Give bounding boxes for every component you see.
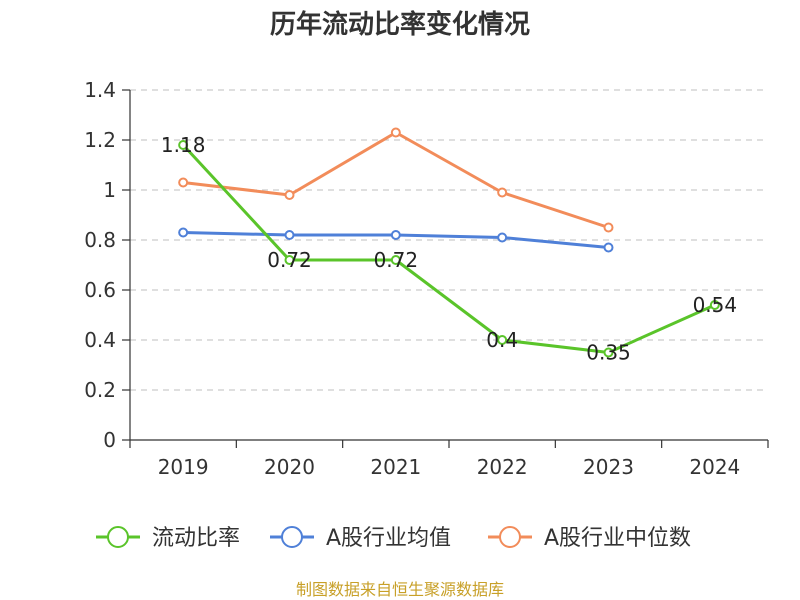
legend[interactable]: 流动比率 A股行业均值 A股行业中位数 xyxy=(96,526,691,551)
data-label: 0.72 xyxy=(374,248,419,272)
data-point xyxy=(390,127,401,138)
legend-marker-icon xyxy=(281,526,303,548)
y-tick-label: 0.4 xyxy=(84,328,116,352)
x-tick-label: 2024 xyxy=(689,455,740,479)
y-tick-label: 0.2 xyxy=(84,378,116,402)
data-label: 0.4 xyxy=(486,328,518,352)
data-point xyxy=(390,230,401,240)
data-point xyxy=(178,227,189,238)
data-point xyxy=(178,177,189,188)
legend-item-0[interactable]: 流动比率 xyxy=(96,526,240,551)
x-tick-label: 2021 xyxy=(370,455,421,479)
data-point xyxy=(603,222,614,233)
legend-label: 流动比率 xyxy=(152,526,240,551)
data-point xyxy=(284,190,295,200)
series-2 xyxy=(178,127,614,233)
x-tick-label: 2020 xyxy=(264,455,315,479)
x-tick-label: 2022 xyxy=(477,455,528,479)
data-label: 0.72 xyxy=(267,248,312,272)
data-point xyxy=(603,242,614,253)
series-0 xyxy=(178,140,720,358)
data-label: 1.18 xyxy=(161,133,206,157)
data-point xyxy=(284,230,295,240)
data-label: 0.35 xyxy=(586,341,631,365)
y-tick-label: 1 xyxy=(103,178,116,202)
chart-title: 历年流动比率变化情况 xyxy=(270,9,530,40)
legend-item-2[interactable]: A股行业中位数 xyxy=(488,526,691,551)
series-lines xyxy=(178,127,720,358)
axes: 0 0.2 0.4 0.6 0.8 1 1.2 1.4 2019 2020 2021 2022 2023… xyxy=(84,78,769,479)
legend-label: A股行业中位数 xyxy=(544,526,691,551)
legend-marker-icon xyxy=(499,526,521,548)
source-caption: 制图数据来自恒生聚源数据库 xyxy=(296,580,504,599)
data-point xyxy=(603,347,614,358)
data-point xyxy=(390,255,401,265)
data-point xyxy=(497,187,508,198)
data-point xyxy=(284,255,295,265)
series-line xyxy=(182,143,716,354)
data-point xyxy=(497,232,508,243)
y-tick-label: 1.4 xyxy=(84,78,116,102)
series-1 xyxy=(178,227,614,253)
legend-label: A股行业均值 xyxy=(326,526,451,551)
data-labels: 1.18 0.72 0.72 0.4 0.35 0.54 xyxy=(161,133,737,365)
y-tick-label: 0 xyxy=(103,428,116,452)
x-tick-label: 2019 xyxy=(158,455,209,479)
x-tick-label: 2023 xyxy=(583,455,634,479)
y-tick-label: 0.6 xyxy=(84,278,116,302)
legend-marker-icon xyxy=(107,526,129,548)
data-point xyxy=(178,140,189,150)
y-tick-label: 1.2 xyxy=(84,128,116,152)
data-point xyxy=(709,300,720,310)
y-tick-label: 0.8 xyxy=(84,228,116,252)
data-label: 0.54 xyxy=(693,293,738,317)
legend-item-1[interactable]: A股行业均值 xyxy=(270,526,451,551)
data-point xyxy=(497,335,508,345)
gridlines xyxy=(130,89,768,391)
